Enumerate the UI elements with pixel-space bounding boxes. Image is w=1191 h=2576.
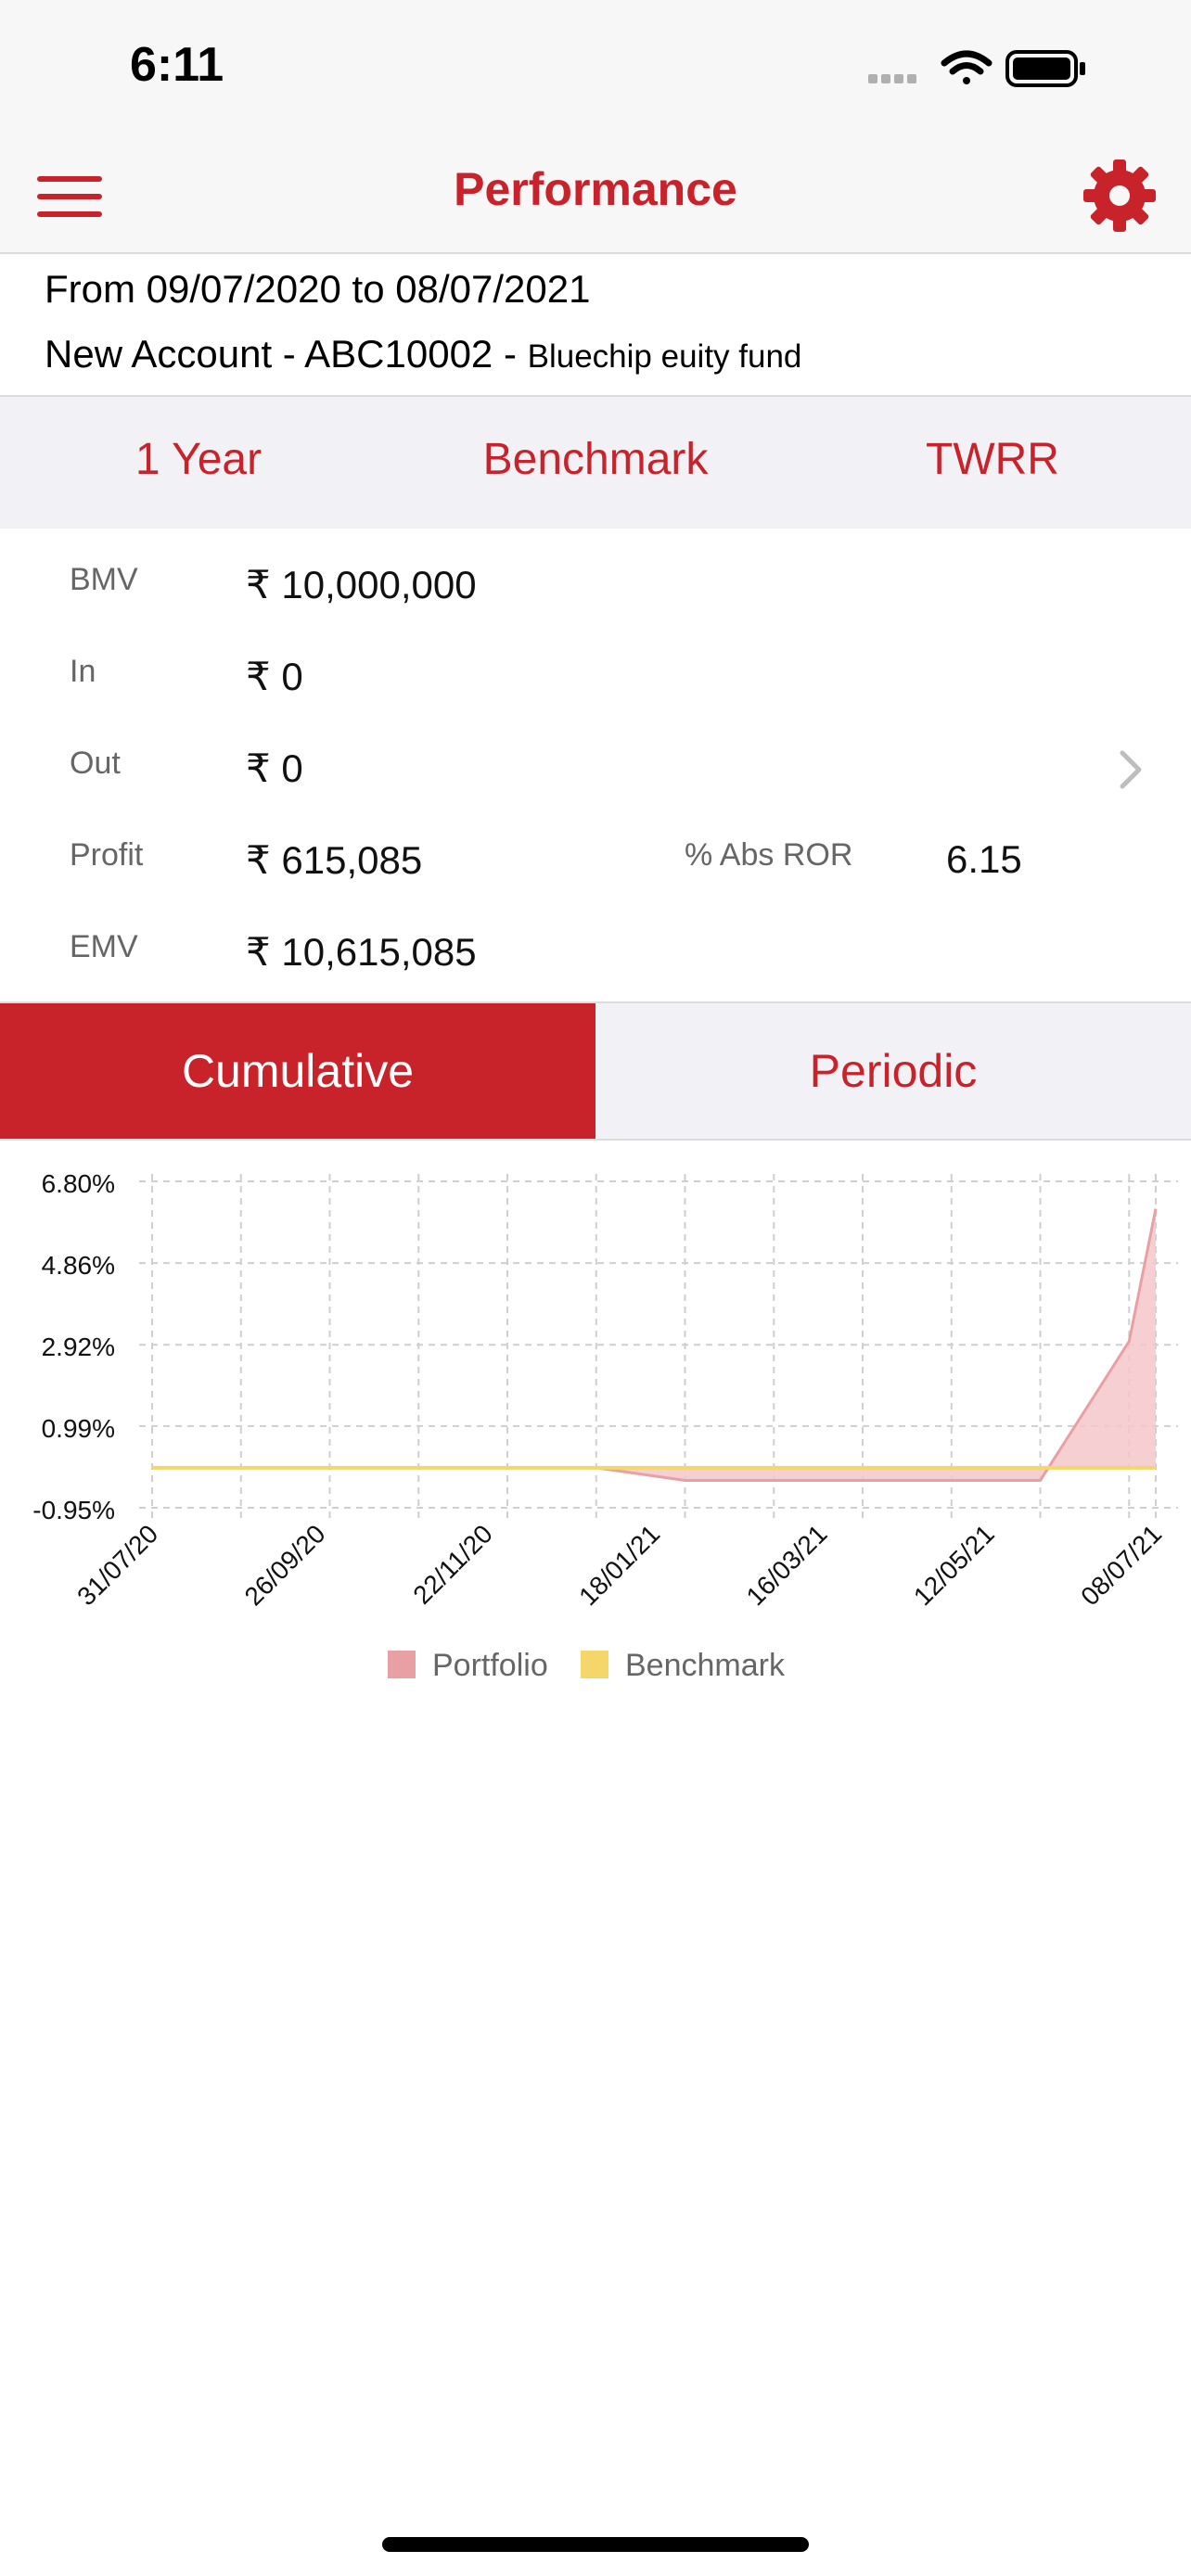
y-tick-label: 4.86% [42, 1251, 115, 1280]
status-icons [868, 50, 1085, 87]
x-tick-label: 18/01/21 [573, 1519, 665, 1611]
gear-icon[interactable] [1082, 158, 1158, 234]
profit-value: ₹ 615,085 [246, 838, 423, 882]
benchmark-button[interactable]: Benchmark [482, 435, 709, 484]
period-selector-bar: 1 Year Benchmark TWRR [0, 397, 1191, 529]
period-button[interactable]: 1 Year [134, 435, 263, 484]
battery-icon [1005, 50, 1085, 87]
profit-label: Profit [70, 837, 144, 873]
navigation-bar: Performance [0, 139, 1191, 254]
x-tick-label: 31/07/20 [71, 1519, 163, 1611]
x-tick-label: 12/05/21 [908, 1519, 1000, 1611]
x-tick-label: 08/07/21 [1075, 1519, 1167, 1611]
hamburger-menu-icon[interactable] [37, 171, 102, 223]
account-line: New Account - ABC10002 - Bluechip euity … [45, 332, 801, 376]
y-tick-label: 2.92% [42, 1333, 115, 1361]
fund-name: Bluechip euity fund [527, 338, 802, 375]
home-indicator[interactable] [382, 2537, 809, 2552]
portfolio-line [152, 1208, 1158, 1482]
summary-panel[interactable]: BMV ₹ 10,000,000 In ₹ 0 Out ₹ 0 Profit ₹… [0, 529, 1191, 1001]
emv-label: EMV [70, 929, 138, 964]
legend-label-benchmark: Benchmark [625, 1648, 786, 1683]
x-tick-label: 26/09/20 [239, 1519, 331, 1611]
out-value: ₹ 0 [246, 746, 303, 790]
abs-ror-label: % Abs ROR [685, 837, 853, 873]
y-tick-label: 6.80% [42, 1169, 115, 1198]
date-range: From 09/07/2020 to 08/07/2021 [45, 267, 591, 311]
cumulative-tab[interactable]: Cumulative [0, 1003, 596, 1139]
chevron-right-icon[interactable] [1113, 744, 1150, 796]
chart-mode-segmented-control: Cumulative Periodic [0, 1001, 1191, 1141]
legend-swatch-portfolio [388, 1651, 416, 1678]
abs-ror-value: 6.15 [946, 837, 1022, 881]
out-label: Out [70, 746, 121, 781]
portfolio-area [152, 1208, 1156, 1481]
wifi-icon [941, 50, 992, 84]
in-value: ₹ 0 [246, 655, 303, 698]
bmv-value: ₹ 10,000,000 [246, 563, 477, 606]
account-info: From 09/07/2020 to 08/07/2021 New Accoun… [0, 254, 1191, 397]
status-time: 6:11 [130, 38, 224, 92]
in-label: In [70, 654, 96, 689]
x-tick-label: 16/03/21 [741, 1519, 833, 1611]
bmv-label: BMV [70, 562, 138, 597]
y-tick-label: -0.95% [32, 1496, 115, 1524]
y-tick-label: 0.99% [42, 1414, 115, 1443]
account-name: New Account - ABC10002 - [45, 332, 528, 376]
page-title: Performance [454, 163, 737, 215]
emv-value: ₹ 10,615,085 [246, 930, 477, 974]
legend-label-portfolio: Portfolio [432, 1648, 548, 1683]
cellular-signal-icon [868, 74, 916, 83]
x-tick-label: 22/11/20 [407, 1519, 498, 1610]
periodic-tab[interactable]: Periodic [809, 1045, 978, 1097]
legend-swatch-benchmark [581, 1651, 608, 1678]
status-bar: 6:11 [0, 0, 1191, 139]
return-method-button[interactable]: TWRR [926, 435, 1059, 484]
performance-chart: 6.80% 4.86% 2.92% 0.99% -0.95%31/07/20 26/09/… [32, 1169, 1178, 1683]
